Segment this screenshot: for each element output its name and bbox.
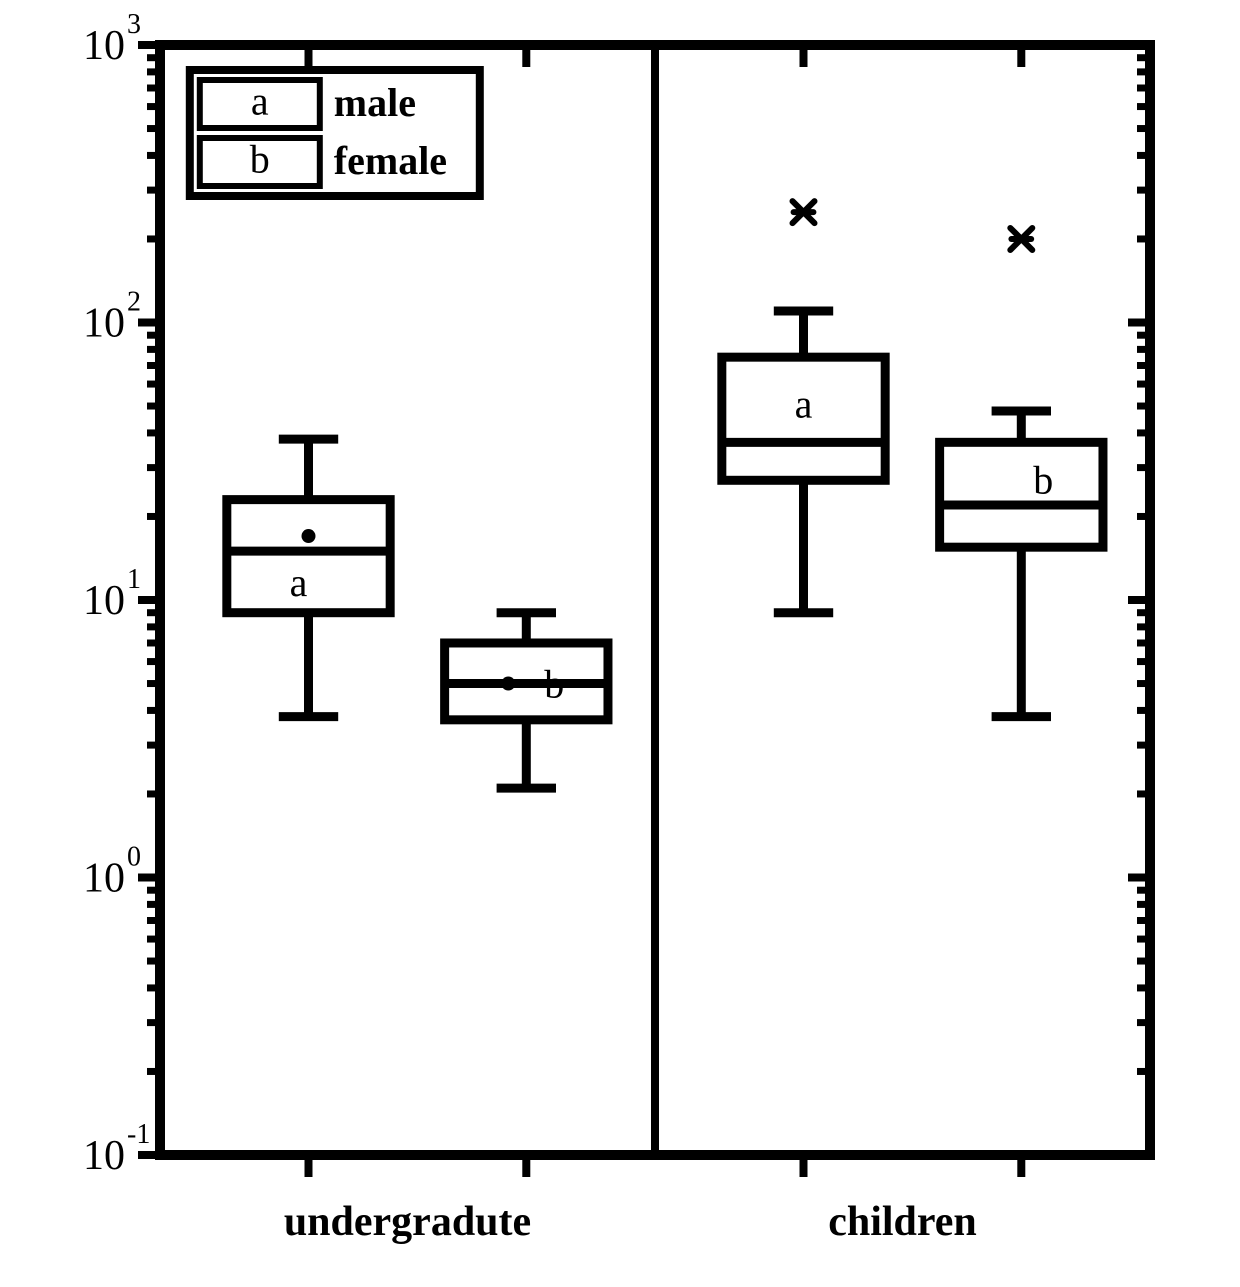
- legend: a male b female: [190, 70, 480, 196]
- box-letter-label: b: [1033, 458, 1053, 503]
- mean-marker: [302, 529, 316, 543]
- mean-marker: [501, 677, 515, 691]
- x-category-label: children: [828, 1199, 977, 1245]
- y-tick-label: 10: [83, 856, 125, 902]
- y-tick-exp: 2: [127, 287, 141, 318]
- legend-label: female: [334, 138, 447, 183]
- box-letter-label: a: [290, 560, 308, 605]
- y-tick-exp: 3: [127, 9, 141, 40]
- box-letter-label: b: [544, 662, 564, 707]
- y-tick-label: 10: [83, 1133, 125, 1179]
- legend-label: male: [334, 80, 416, 125]
- y-tick-exp: 1: [127, 564, 141, 595]
- boxplot-chart: 10-1100101102103undergradutechildrenabab…: [0, 0, 1240, 1287]
- y-tick-label: 10: [83, 578, 125, 624]
- legend-letter: a: [251, 79, 269, 124]
- chart-svg: 10-1100101102103undergradutechildrenabab…: [0, 0, 1240, 1287]
- y-tick-label: 10: [83, 301, 125, 347]
- y-tick-exp: -1: [127, 1119, 150, 1150]
- y-tick-label: 10: [83, 23, 125, 69]
- legend-letter: b: [250, 137, 270, 182]
- y-tick-exp: 0: [127, 842, 141, 873]
- box-letter-label: a: [795, 382, 813, 427]
- x-category-label: undergradute: [284, 1199, 531, 1245]
